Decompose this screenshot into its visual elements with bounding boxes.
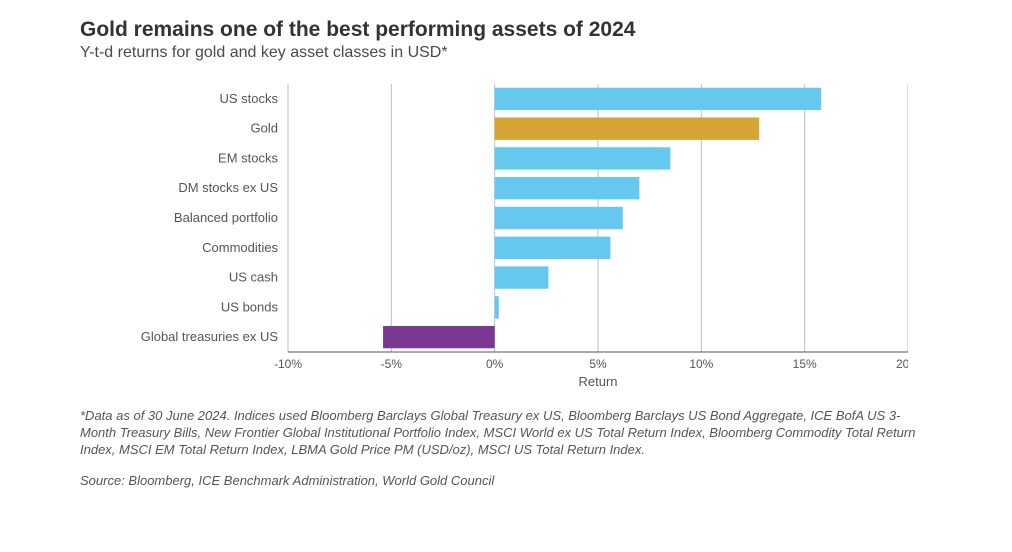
bar — [383, 326, 495, 348]
category-label: Global treasuries ex US — [141, 329, 279, 344]
svg-text:-10%: -10% — [274, 357, 302, 371]
chart-source: Source: Bloomberg, ICE Benchmark Adminis… — [80, 473, 972, 488]
category-label: Gold — [251, 121, 278, 136]
bar — [495, 88, 822, 110]
bar — [495, 207, 623, 229]
category-label: Commodities — [202, 240, 278, 255]
svg-text:5%: 5% — [589, 357, 607, 371]
category-label: US cash — [229, 270, 278, 285]
chart-title: Gold remains one of the best performing … — [80, 18, 972, 42]
bar — [495, 296, 499, 318]
category-label: Balanced portfolio — [174, 210, 278, 225]
bar — [495, 237, 611, 259]
svg-text:0%: 0% — [486, 357, 504, 371]
svg-text:-5%: -5% — [381, 357, 403, 371]
svg-text:20%: 20% — [896, 357, 908, 371]
category-label: EM stocks — [218, 150, 278, 165]
returns-bar-chart: -10% -5% 0% 5% 10% 15% 20% Return US stocks Gold E… — [120, 84, 908, 394]
chart-subtitle: Y-t-d returns for gold and key asset cla… — [80, 44, 972, 62]
chart-footnote: *Data as of 30 June 2024. Indices used B… — [80, 408, 932, 459]
category-label: US stocks — [219, 91, 278, 106]
bar — [495, 177, 640, 199]
svg-text:15%: 15% — [793, 357, 817, 371]
page: Gold remains one of the best performing … — [0, 0, 1012, 552]
chart-container: -10% -5% 0% 5% 10% 15% 20% Return US stocks Gold E… — [120, 84, 972, 394]
category-label: US bonds — [221, 299, 279, 314]
svg-text:10%: 10% — [689, 357, 713, 371]
category-label: DM stocks ex US — [178, 180, 278, 195]
svg-text:Return: Return — [578, 374, 617, 389]
bar — [495, 266, 549, 288]
bar — [495, 118, 760, 140]
bar — [495, 147, 671, 169]
